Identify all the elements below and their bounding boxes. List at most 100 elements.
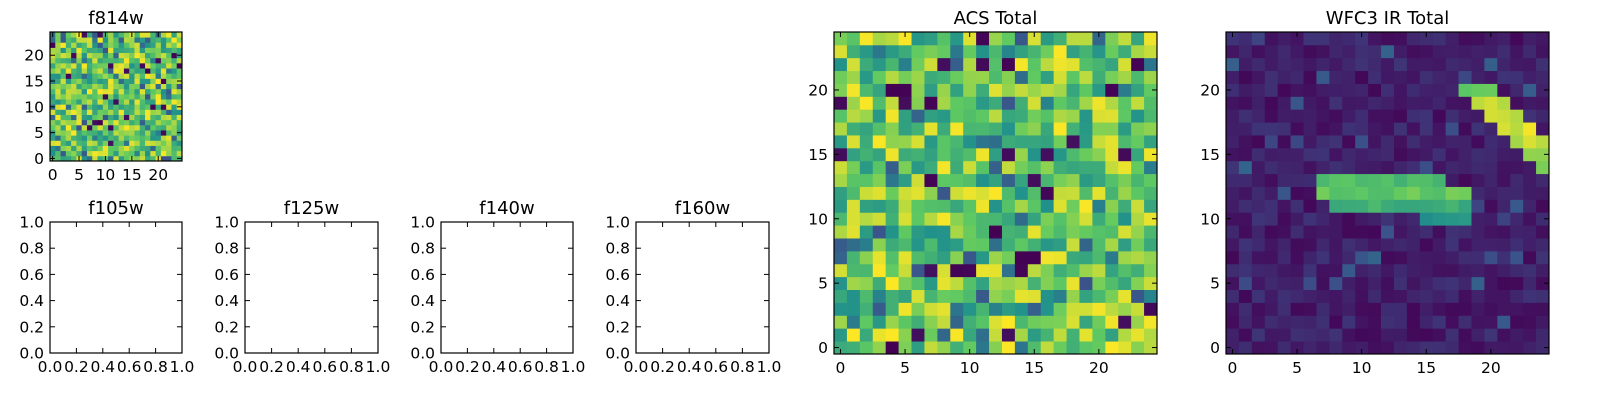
- heatmap-cell: [60, 47, 67, 54]
- heatmap-cell: [1118, 225, 1132, 239]
- heatmap-cell: [911, 44, 925, 59]
- heatmap-cell: [176, 99, 183, 105]
- heatmap-cell: [1238, 225, 1253, 239]
- heatmap-cell: [1053, 70, 1067, 84]
- y-tick-label: 0.2: [214, 318, 239, 336]
- heatmap-cell: [50, 150, 56, 157]
- heatmap-cell: [1226, 225, 1240, 239]
- heatmap-cell: [1144, 122, 1158, 136]
- heatmap-cell: [1458, 135, 1472, 149]
- heatmap-cell: [86, 135, 93, 141]
- heatmap-cell: [1226, 83, 1240, 97]
- heatmap-cell: [1131, 96, 1145, 110]
- heatmap-cell: [1144, 263, 1158, 278]
- heatmap-cell: [97, 109, 104, 115]
- heatmap-cell: [1342, 109, 1356, 123]
- heatmap-cell: [1066, 160, 1080, 175]
- heatmap-cell: [1290, 32, 1304, 46]
- heatmap-cell: [872, 289, 887, 303]
- heatmap-cell: [108, 73, 114, 79]
- heatmap-cell: [129, 135, 135, 141]
- heatmap-cell: [1445, 263, 1459, 278]
- heatmap-cell: [1277, 238, 1291, 252]
- heatmap-cell: [1497, 160, 1511, 175]
- heatmap-cell: [1406, 96, 1421, 110]
- heatmap-cell: [1445, 32, 1459, 46]
- heatmap-cell: [1355, 199, 1369, 213]
- heatmap-cell: [176, 32, 183, 38]
- heatmap-cell: [846, 96, 861, 110]
- heatmap-cell: [1105, 83, 1119, 97]
- heatmap-cell: [134, 135, 141, 141]
- heatmap-cell: [134, 57, 141, 64]
- heatmap-cell: [102, 37, 109, 43]
- heatmap-cell: [1118, 44, 1132, 59]
- heatmap-cell: [160, 78, 167, 84]
- heatmap-cell: [1264, 238, 1279, 252]
- heatmap-cell: [65, 83, 72, 90]
- heatmap-cell: [1355, 147, 1369, 162]
- heatmap-cell: [166, 130, 172, 136]
- heatmap-cell: [81, 42, 88, 48]
- heatmap-cell: [1497, 186, 1511, 200]
- heatmap-cell: [1329, 160, 1343, 175]
- heatmap-cell: [911, 289, 925, 303]
- heatmap-cell: [1419, 83, 1434, 97]
- heatmap-cell: [1458, 276, 1472, 290]
- heatmap-cell: [1066, 276, 1080, 290]
- heatmap-cell: [1226, 302, 1240, 316]
- heatmap-cell: [81, 140, 88, 146]
- heatmap-cell: [1079, 276, 1093, 290]
- heatmap-cell: [1238, 135, 1253, 149]
- heatmap-cell: [989, 341, 1003, 355]
- heatmap-cell: [1238, 238, 1253, 252]
- heatmap-cell: [118, 104, 125, 110]
- heatmap-cell: [108, 62, 114, 69]
- heatmap-cell: [1445, 250, 1459, 265]
- heatmap-cell: [166, 78, 172, 84]
- heatmap-cell: [86, 155, 93, 162]
- heatmap-cell: [1144, 160, 1158, 175]
- heatmap-cell: [1355, 341, 1369, 355]
- heatmap-cell: [1001, 225, 1016, 239]
- heatmap-cell: [1238, 186, 1253, 200]
- heatmap-cell: [950, 276, 964, 290]
- heatmap-cell: [81, 150, 88, 157]
- x-tick-label: 0.6: [703, 358, 728, 376]
- heatmap-cell: [145, 145, 151, 152]
- heatmap-cell: [1027, 225, 1042, 239]
- heatmap-cell: [102, 140, 109, 146]
- heatmap-cell: [55, 135, 61, 141]
- heatmap-cell: [134, 104, 141, 110]
- heatmap-cell: [1316, 173, 1330, 187]
- heatmap-cell: [950, 341, 964, 355]
- heatmap-cell: [176, 57, 183, 64]
- heatmap-cell: [1419, 328, 1434, 342]
- heatmap-cell: [1445, 289, 1459, 303]
- heatmap-cell: [1238, 212, 1253, 226]
- heatmap-cell: [76, 104, 83, 110]
- heatmap-cell: [1381, 70, 1395, 84]
- heatmap-cell: [1471, 122, 1485, 136]
- heatmap-cell: [65, 73, 72, 79]
- heatmap-cell: [123, 93, 130, 100]
- heatmap-cell: [1277, 276, 1291, 290]
- heatmap-cell: [1329, 96, 1343, 110]
- heatmap-cell: [1342, 328, 1356, 342]
- heatmap-cell: [898, 250, 912, 265]
- heatmap-cell: [937, 70, 951, 84]
- heatmap-cell: [92, 37, 98, 43]
- heatmap-cell: [1458, 341, 1472, 355]
- heatmap-cell: [1368, 225, 1382, 239]
- heatmap-cell: [1458, 57, 1472, 72]
- heatmap-cell: [1406, 147, 1421, 162]
- heatmap-cell: [1510, 225, 1524, 239]
- heatmap-cell: [150, 78, 156, 84]
- heatmap-cell: [1053, 186, 1067, 200]
- heatmap-cell: [65, 155, 72, 162]
- heatmap-cell: [1053, 225, 1067, 239]
- heatmap-cell: [1406, 315, 1421, 329]
- heatmap-cell: [834, 135, 848, 149]
- heatmap-cell: [1303, 147, 1317, 162]
- y-tick-label: 15: [808, 146, 828, 164]
